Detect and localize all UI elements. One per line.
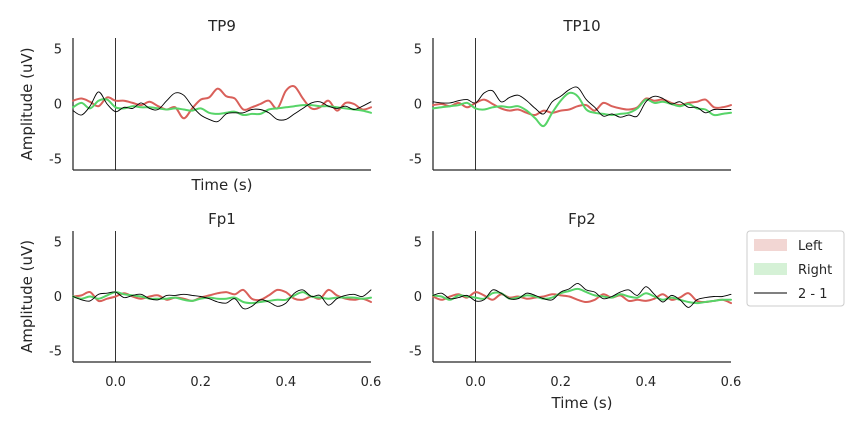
series-line-left: [432, 291, 732, 305]
x-tick-label: 0.6: [361, 375, 382, 390]
x-axis-label: Time (s): [551, 394, 613, 412]
y-tick-label: 0: [54, 98, 62, 113]
y-tick-label: 0: [414, 290, 422, 305]
y-tick-label: 5: [414, 235, 422, 250]
y-axis-label: Amplitude (uV): [18, 47, 36, 160]
series-line-2-1: [432, 282, 732, 308]
x-tick-label: 0.2: [550, 375, 571, 390]
legend-label: 2 - 1: [798, 287, 828, 302]
y-tick-label: 5: [54, 235, 62, 250]
subplot-tp9: TP9 -5 0 5 Amplitude (uV) Time (s): [18, 17, 372, 194]
legend: Left Right 2 - 1: [746, 230, 845, 307]
subplot-title: Fp1: [208, 210, 236, 228]
series-line-left: [432, 97, 732, 117]
x-tick-label: 0.0: [465, 375, 486, 390]
x-tick-label: 0.2: [190, 375, 211, 390]
series-line-2-1: [72, 91, 372, 123]
subplot-fp2: Fp2 -5 0 5 0.0 0.2 0.4 0.6 Time (s): [409, 210, 741, 412]
x-tick-label: 0.4: [276, 375, 297, 390]
y-tick-label: -5: [49, 345, 62, 360]
subplot-title: TP9: [207, 17, 236, 35]
series-line-right: [432, 91, 732, 128]
series-line-2-1: [432, 86, 732, 118]
series-line-2-1: [72, 289, 372, 310]
legend-label: Left: [798, 239, 822, 254]
subplot-tp10: TP10 -5 0 5: [409, 17, 732, 171]
x-axis-label: Time (s): [191, 176, 253, 194]
y-tick-label: -5: [49, 153, 62, 168]
subplot-fp1: Fp1 -5 0 5 0.0 0.2 0.4 0.6 Amplitude (uV): [18, 210, 381, 390]
x-tick-label: 0.4: [636, 375, 657, 390]
legend-swatch: [754, 239, 787, 251]
y-tick-label: 5: [414, 43, 422, 58]
x-tick-label: 0.6: [721, 375, 742, 390]
y-tick-label: 0: [54, 290, 62, 305]
subplot-title: Fp2: [568, 210, 596, 228]
y-tick-label: 5: [54, 43, 62, 58]
y-axis-label: Amplitude (uV): [18, 240, 36, 353]
series-line-right: [72, 98, 372, 117]
x-tick-label: 0.0: [105, 375, 126, 390]
legend-swatch: [754, 263, 787, 275]
y-tick-label: -5: [409, 345, 422, 360]
series-line-right: [72, 291, 372, 305]
subplot-title: TP10: [562, 17, 600, 35]
legend-label: Right: [798, 263, 832, 278]
y-tick-label: 0: [414, 98, 422, 113]
y-tick-label: -5: [409, 153, 422, 168]
